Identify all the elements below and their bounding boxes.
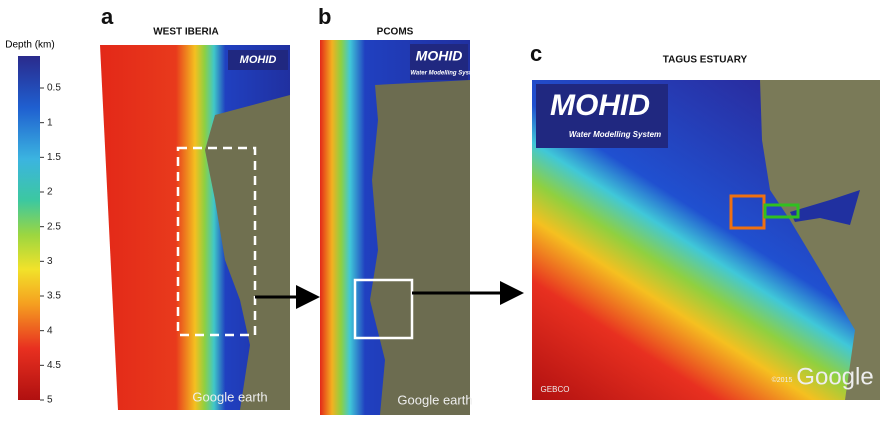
colorbar-tick-label: 2.5 xyxy=(47,221,61,232)
colorbar-tick-label: 0.5 xyxy=(47,83,61,94)
colorbar xyxy=(18,56,40,400)
figure: Depth (km) 0.5 1 1.5 2 2.5 3 3.5 4 4.5 5 a WEST I… xyxy=(0,0,887,422)
panel-letter: b xyxy=(318,4,331,29)
colorbar-tick-label: 3.5 xyxy=(47,291,61,302)
logo: MOHID xyxy=(416,48,463,64)
panel-title: TAGUS ESTUARY xyxy=(663,55,748,66)
logo-subtitle: Water Modelling System xyxy=(569,130,661,139)
credit: Google xyxy=(796,363,873,390)
logo: MOHID xyxy=(240,54,277,66)
colorbar-tick-label: 2 xyxy=(47,187,53,198)
panel-letter: a xyxy=(101,4,114,29)
colorbar-tick-label: 1.5 xyxy=(47,152,61,163)
source: GEBCO xyxy=(541,385,570,394)
credit: Google earth xyxy=(192,389,267,404)
colorbar-tick-label: 5 xyxy=(47,395,53,406)
logo: MOHID xyxy=(550,89,650,122)
colorbar-tick-label: 4.5 xyxy=(47,360,61,371)
logo-subtitle: Water Modelling System xyxy=(410,71,480,77)
colorbar-title: Depth (km) xyxy=(5,40,54,51)
panel-letter: c xyxy=(530,41,542,66)
credit: Google earth xyxy=(397,392,472,407)
panel-title: PCOMS xyxy=(377,27,414,38)
copyright: ©2015 xyxy=(772,376,793,384)
colorbar-tick-label: 1 xyxy=(47,117,53,128)
panel-title: WEST IBERIA xyxy=(153,27,219,38)
land xyxy=(370,80,470,415)
colorbar-tick-label: 4 xyxy=(47,325,53,336)
colorbar-ticks: 0.5 1 1.5 2 2.5 3 3.5 4 4.5 5 xyxy=(40,83,61,406)
colorbar-tick-label: 3 xyxy=(47,256,53,267)
